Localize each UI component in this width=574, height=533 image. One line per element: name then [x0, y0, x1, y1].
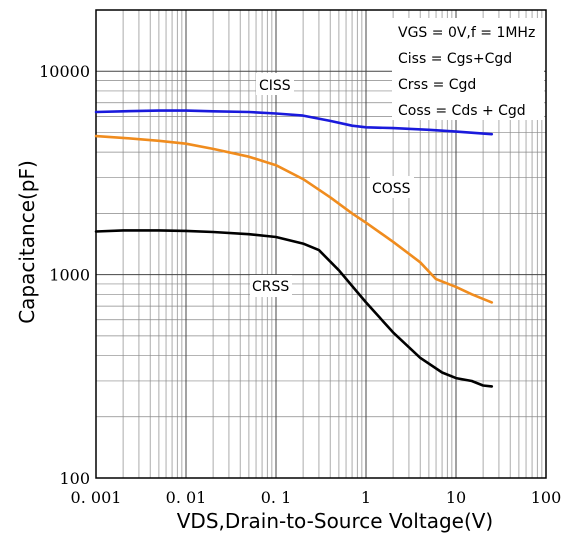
annotation-coss-formula: Coss = Cds + Cgd [398, 103, 526, 119]
y-tick-label: 10000 [39, 62, 90, 81]
annotation-ciss-formula: Ciss = Cgs+Cgd [398, 51, 512, 67]
series-label-bg-crss [250, 275, 292, 297]
annotation-conditions: VGS = 0V,f = 1MHz [398, 25, 535, 41]
series-label-bg-ciss [256, 73, 294, 95]
x-axis-label: VDS,Drain-to-Source Voltage(V) [177, 509, 493, 533]
series-label-bg-coss [370, 176, 414, 198]
x-tick-labels: 0. 001 0. 01 0. 1 1 10 100 [71, 488, 562, 507]
x-tick-label: 0. 1 [261, 488, 292, 507]
series-layer [94, 109, 494, 388]
y-tick-labels: 100 1000 10000 [39, 62, 90, 488]
plot-frame [95, 9, 547, 479]
y-tick-label: 100 [59, 469, 90, 488]
annotation-background [392, 18, 544, 120]
y-axis-label: Capacitance(pF) [15, 160, 39, 324]
series-line-ciss [94, 109, 494, 136]
x-tick-label: 1 [361, 488, 371, 507]
series-label-crss: CRSS [252, 279, 289, 295]
x-tick-label: 10 [446, 488, 466, 507]
y-tick-label: 1000 [49, 266, 90, 285]
series-line-crss [94, 229, 494, 388]
x-tick-label: 0. 01 [166, 488, 207, 507]
series-line-coss [94, 134, 494, 304]
series-label-coss: COSS [372, 181, 411, 197]
x-tick-label: 100 [531, 488, 562, 507]
x-tick-label: 0. 001 [71, 488, 122, 507]
series-label-ciss: CISS [259, 78, 291, 94]
annotation-crss-formula: Crss = Cgd [398, 77, 476, 93]
